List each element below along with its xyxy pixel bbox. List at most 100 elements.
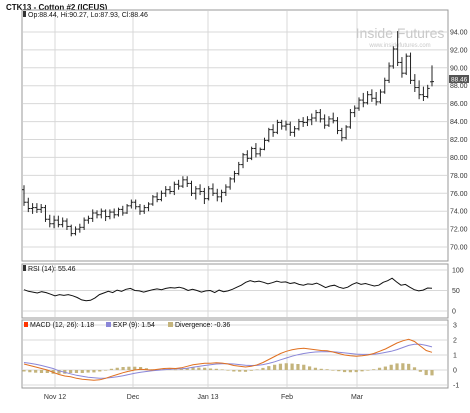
divergence-bar: [308, 366, 312, 370]
divergence-bar: [74, 370, 79, 373]
ohlc-bar: [271, 124, 276, 137]
ohlc-bar: [69, 224, 74, 237]
ohlc-bar: [77, 223, 82, 233]
divergence-bar: [319, 368, 323, 370]
ohlc-bar: [369, 89, 374, 102]
ohlc-bar: [318, 109, 323, 123]
price-legend-marker: [23, 11, 26, 17]
chart-title: CTK13 - Cotton #2 (ICEUS): [6, 3, 108, 12]
divergence-bar: [203, 367, 207, 370]
ohlc-bar: [30, 203, 35, 214]
price-y-tick-label: 70.00: [450, 245, 468, 252]
divergence-bar: [372, 369, 376, 370]
divergence-bar: [220, 369, 224, 370]
divergence-bar: [267, 366, 271, 370]
ohlc-bar: [103, 209, 108, 222]
divergence-bar: [238, 370, 242, 372]
divergence-bar: [104, 370, 108, 371]
ohlc-bar: [60, 217, 65, 228]
ohlc-bar: [339, 127, 344, 142]
ohlc-bar: [99, 208, 104, 219]
ohlc-bar: [365, 91, 370, 105]
ohlc-bar: [283, 120, 288, 131]
x-tick-label: Feb: [281, 394, 293, 401]
ohlc-bar: [26, 197, 31, 213]
rsi-line: [23, 277, 433, 302]
ohlc-bar: [64, 218, 69, 231]
ohlc-bar: [275, 119, 280, 135]
divergence-bar: [138, 367, 143, 370]
ohlc-bar: [198, 184, 203, 196]
divergence-bar: [273, 364, 277, 370]
divergence-bar: [290, 363, 294, 370]
ohlc-bar: [417, 80, 422, 100]
divergence-bar: [407, 363, 411, 370]
price-y-tick-label: 76.00: [450, 191, 468, 198]
ohlc-bar: [374, 92, 379, 106]
divergence-bar: [243, 370, 248, 372]
price-y-tick-label: 92.00: [450, 47, 468, 54]
divergence-bar: [92, 370, 96, 373]
divergence-bar: [109, 368, 114, 370]
ohlc-bar: [39, 204, 44, 213]
ohlc-bar: [296, 118, 301, 131]
macd-line: [23, 338, 433, 381]
divergence-bar: [133, 366, 137, 370]
rsi-legend-marker: [23, 265, 26, 271]
ohlc-bar: [52, 215, 57, 229]
ohlc-bar: [331, 112, 336, 124]
ohlc-bar: [34, 203, 39, 213]
ohlc-bar: [189, 180, 194, 196]
divergence-bar: [383, 366, 387, 370]
divergence-bar: [173, 369, 178, 371]
price-y-tick-label: 72.00: [450, 227, 468, 234]
divergence-bar: [284, 363, 288, 370]
rsi-y-tick-label: 100: [452, 268, 464, 275]
ohlc-bar: [387, 62, 392, 84]
price-y-tick-label: 82.00: [450, 137, 468, 144]
ohlc-bar: [236, 161, 241, 176]
ohlc-bar: [391, 46, 396, 69]
macd-legend-marker: [24, 322, 28, 327]
ohlc-bar: [356, 97, 361, 111]
ohlc-bar: [262, 137, 267, 151]
ohlc-bar: [382, 77, 387, 94]
divergence-bar: [424, 370, 428, 376]
divergence-bar: [86, 370, 90, 373]
ohlc-bar: [404, 53, 409, 75]
ohlc-bar: [352, 105, 357, 118]
divergence-bar: [366, 370, 370, 371]
macd-panel: [21, 319, 449, 389]
watermark-brand: Inside Futures: [356, 25, 445, 41]
macd-y-tick-label: -1: [453, 383, 459, 390]
x-tick-label: Dec: [127, 394, 140, 401]
last-close-label: 88.46: [451, 77, 468, 84]
ohlc-bar: [137, 204, 142, 215]
ohlc-bar: [120, 205, 125, 216]
divergence-bar: [179, 368, 183, 370]
rsi-legend: RSI (14): 55.46: [28, 266, 76, 273]
divergence-bar: [39, 370, 44, 373]
ohlc-bar: [245, 150, 250, 162]
ohlc-bar: [395, 31, 400, 67]
divergence-bar: [302, 364, 306, 370]
x-tick-label: Nov 12: [44, 394, 66, 401]
ohlc-bar: [185, 176, 190, 187]
ohlc-bar: [146, 202, 151, 212]
ohlc-bar: [219, 189, 224, 203]
price-y-tick-label: 90.00: [450, 65, 468, 72]
divergence-bar: [208, 368, 213, 370]
ohlc-bar: [22, 185, 26, 206]
divergence-bar: [22, 370, 26, 372]
divergence-bar: [127, 366, 131, 370]
divergence-bar: [80, 370, 84, 373]
ohlc-bar: [116, 207, 121, 217]
divergence-bar: [226, 370, 230, 371]
divergence-bar: [197, 367, 201, 370]
price-y-tick-label: 78.00: [450, 173, 468, 180]
divergence-bar: [191, 367, 195, 370]
ohlc-bar: [228, 177, 233, 190]
ohlc-bar: [425, 84, 430, 99]
ohlc-bar: [159, 190, 164, 202]
divergence-bar: [69, 370, 73, 373]
